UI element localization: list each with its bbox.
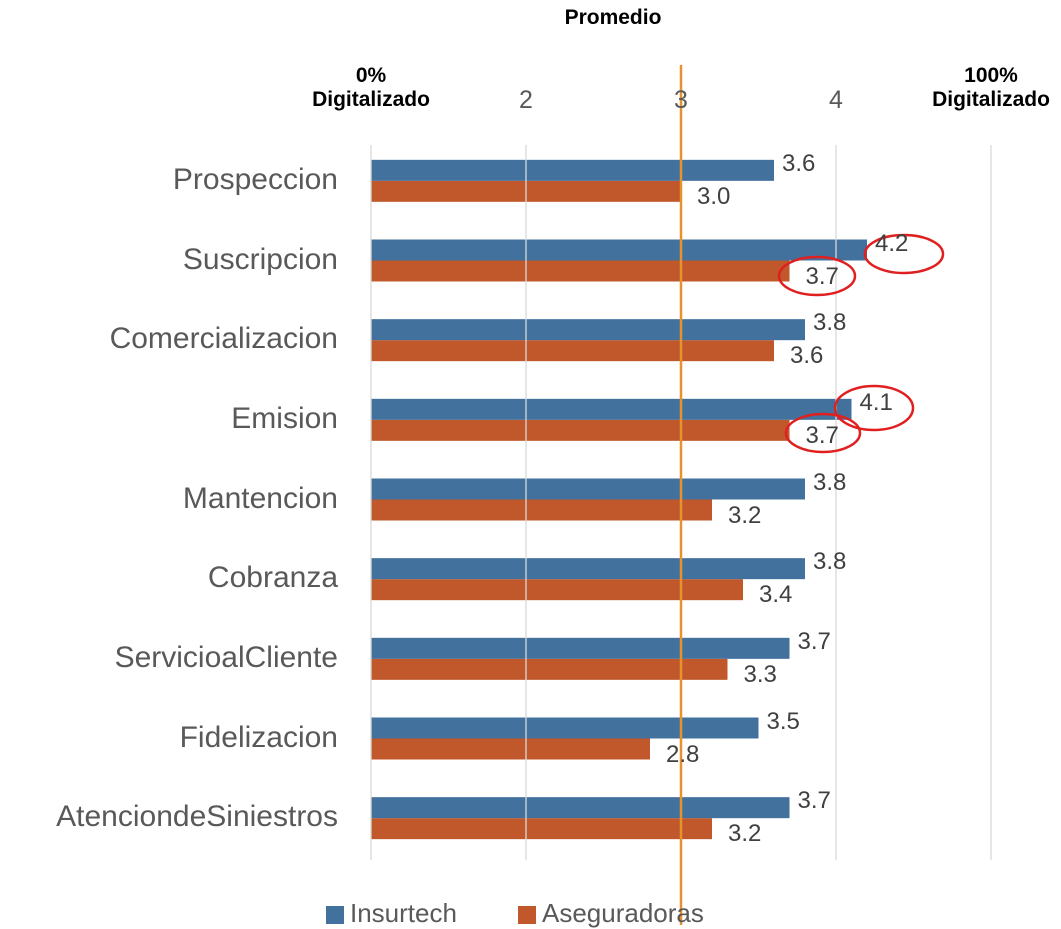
y-tick-label: Prospeccion (172, 162, 338, 196)
bar (371, 738, 650, 760)
bar (371, 239, 867, 261)
value-label: 4.1 (859, 388, 893, 416)
value-label: 3.7 (805, 262, 839, 290)
value-label: 3.2 (728, 501, 762, 529)
bar (371, 398, 852, 420)
value-label: 3.5 (766, 707, 800, 735)
highlight (833, 384, 915, 432)
highlight (777, 255, 857, 297)
bar (371, 159, 774, 181)
bar (371, 419, 790, 441)
y-tick-label: ServicioalCliente (114, 640, 338, 674)
bar (371, 818, 712, 840)
highlight (784, 412, 862, 454)
y-tick-label: Fidelizacion (179, 720, 338, 754)
highlight (863, 233, 945, 275)
bar (371, 319, 805, 341)
legend-label: Insurtech (350, 898, 457, 928)
y-tick-label: Suscripcion (182, 242, 338, 276)
x-tick-label: 4 (829, 86, 843, 114)
y-tick-label: Emision (231, 401, 338, 435)
value-label: 3.3 (743, 660, 777, 688)
value-label: 3.2 (728, 820, 762, 848)
bar (371, 499, 712, 521)
legend-swatch (518, 906, 536, 924)
bar (371, 658, 728, 680)
value-label: 3.8 (813, 468, 847, 496)
value-label: 3.7 (797, 787, 831, 815)
bar (371, 558, 805, 580)
legend-swatch (326, 906, 344, 924)
value-label: 3.7 (797, 627, 831, 655)
bar (371, 260, 790, 282)
legend-label: Aseguradoras (542, 898, 704, 928)
value-label: 3.6 (782, 149, 816, 177)
x-tick-label: 2 (519, 86, 533, 114)
value-label: 3.6 (790, 342, 824, 370)
x-tick-label: 0% Digitalizado (312, 64, 430, 112)
y-tick-label: Mantencion (182, 481, 338, 515)
x-tick-label: 3 (674, 86, 688, 114)
bar (371, 797, 790, 819)
bar (371, 637, 790, 659)
bar (371, 340, 774, 362)
bar (371, 579, 743, 601)
value-label: 3.4 (759, 581, 793, 609)
axis-title: Promedio (564, 6, 662, 29)
y-tick-label: AtenciondeSiniestros (56, 800, 338, 834)
value-label: 2.8 (666, 740, 700, 768)
bar (371, 717, 759, 739)
y-tick-label: Comercializacion (109, 322, 338, 356)
x-tick-label: 100% Digitalizado (932, 64, 1050, 112)
value-label: 3.7 (805, 421, 839, 449)
y-tick-label: Cobranza (207, 561, 338, 595)
bar (371, 478, 805, 500)
value-label: 3.8 (813, 309, 847, 337)
value-label: 3.0 (697, 182, 731, 210)
value-label: 3.8 (813, 548, 847, 576)
value-label: 4.2 (875, 229, 909, 257)
